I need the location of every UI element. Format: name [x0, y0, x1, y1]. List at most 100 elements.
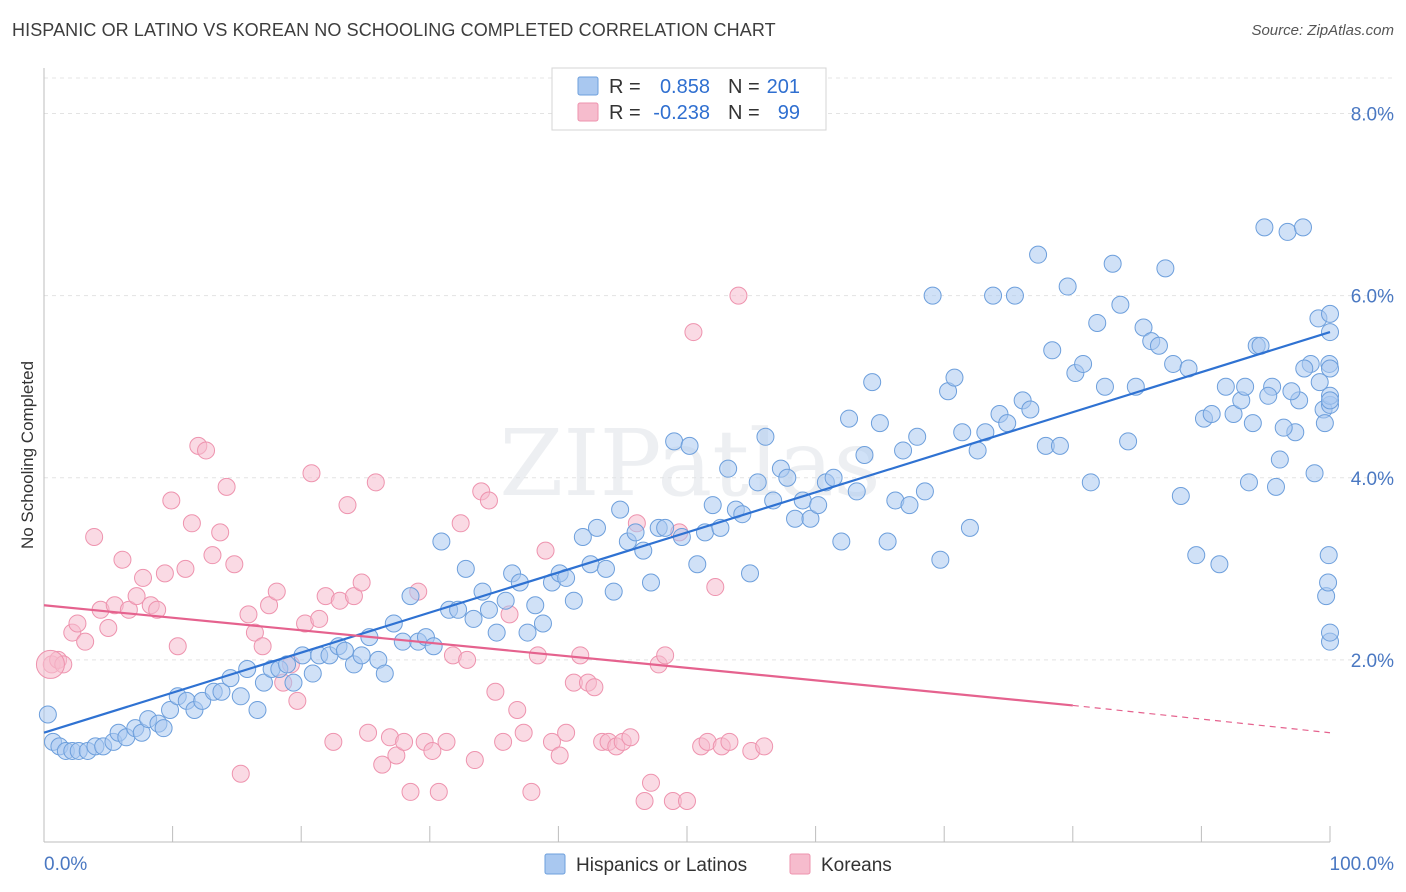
hispanic-point: [352, 646, 371, 665]
hispanic-point: [998, 414, 1017, 433]
korean-point: [706, 578, 725, 597]
y-tick-labels: 2.0% 4.0% 6.0% 8.0%: [1351, 105, 1394, 672]
korean-point: [451, 514, 470, 533]
hispanic-point: [1293, 218, 1312, 237]
hispanic-point: [1103, 254, 1122, 273]
x-ticks: [43, 826, 1331, 842]
hispanic-point: [1270, 450, 1289, 469]
x-tick-label-min: 0.0%: [44, 854, 87, 875]
hispanic-point: [161, 700, 180, 719]
korean-point: [508, 700, 527, 719]
korean-point: [231, 764, 250, 783]
korean-point: [148, 600, 167, 619]
hispanic-point: [878, 532, 897, 551]
hispanic-point: [1319, 573, 1338, 592]
hispanic-point: [809, 496, 828, 515]
hispanic-point: [900, 496, 919, 515]
korean-point: [395, 732, 414, 751]
hispanic-point: [863, 373, 882, 392]
korean-point: [458, 650, 477, 669]
hispanic-point: [533, 614, 552, 633]
hispanic-point: [424, 637, 443, 656]
korean-point: [437, 732, 456, 751]
hispanic-point: [526, 596, 545, 615]
korean-point: [514, 723, 533, 742]
korean-point: [239, 605, 258, 624]
korean-point: [127, 587, 146, 606]
hispanic-point: [894, 441, 913, 460]
bottom-legend-swatch-hispanic: [544, 853, 566, 875]
hispanic-point: [786, 509, 805, 528]
hispanic-point: [778, 468, 797, 487]
hispanic-point: [984, 286, 1003, 305]
hispanic-point: [1274, 418, 1293, 437]
hispanic-point: [564, 591, 583, 610]
legend-n-label-korean: N =: [728, 102, 760, 124]
hispanic-point: [1088, 313, 1107, 332]
korean-point: [465, 751, 484, 770]
hispanic-point: [1156, 259, 1175, 278]
hispanic-point: [231, 687, 250, 706]
korean-point: [678, 792, 696, 811]
korean-trend-extension: [1072, 704, 1331, 734]
hispanic-point: [908, 427, 927, 446]
korean-point: [324, 732, 343, 751]
korean-point: [85, 527, 104, 546]
korean-point: [211, 523, 230, 542]
hispanic-point: [1255, 218, 1274, 237]
hispanic-point: [855, 446, 874, 464]
hispanic-point: [756, 427, 775, 446]
korean-point: [536, 541, 555, 560]
hispanic-point: [1321, 623, 1339, 642]
hispanic-trend-line: [43, 331, 1331, 734]
legend-n-korean: 99: [778, 102, 800, 124]
korean-point: [401, 782, 420, 801]
hispanic-point: [596, 559, 615, 578]
hispanic-point: [1295, 359, 1314, 378]
hispanic-point: [335, 641, 354, 660]
hispanic-point: [1224, 405, 1243, 424]
hispanic-point: [1149, 336, 1168, 355]
hispanic-point: [840, 409, 859, 428]
hispanic-point: [976, 423, 995, 442]
legend-swatch-korean: [577, 102, 599, 122]
hispanic-point: [38, 705, 57, 724]
korean-point: [162, 491, 181, 510]
y-axis-label: No Schooling Completed: [18, 361, 37, 549]
hispanic-point: [1319, 546, 1338, 565]
korean-point: [68, 614, 87, 633]
korean-point: [557, 723, 576, 742]
korean-point: [429, 782, 448, 801]
hispanic-point: [1239, 473, 1258, 492]
hispanic-point: [1202, 405, 1221, 424]
hispanic-point: [1278, 222, 1297, 241]
korean-point: [621, 728, 640, 747]
korean-point: [720, 732, 739, 751]
hispanic-point: [212, 682, 231, 701]
y-tick-label: 6.0%: [1351, 287, 1394, 308]
korean-point: [344, 587, 363, 606]
korean-point: [225, 555, 244, 574]
korean-point: [366, 473, 385, 492]
hispanic-point: [1187, 546, 1206, 565]
hispanic-point: [923, 286, 942, 305]
korean-point: [99, 619, 118, 638]
korean-point: [245, 623, 264, 642]
hispanic-point: [432, 532, 451, 551]
korean-point: [76, 632, 95, 651]
hispanic-point: [154, 719, 173, 738]
hispanic-point: [1310, 373, 1329, 392]
korean-point: [550, 746, 569, 765]
korean-point: [197, 441, 216, 460]
korean-point: [352, 573, 371, 592]
hispanic-point: [518, 623, 537, 642]
korean-point: [755, 737, 774, 756]
korean-point: [387, 746, 406, 765]
korean-point: [494, 732, 513, 751]
hispanic-point: [641, 573, 660, 592]
bottom-legend-label-hispanic: Hispanics or Latinos: [576, 855, 747, 876]
hispanic-point: [254, 673, 273, 692]
korean-point: [641, 773, 660, 792]
hispanic-point: [401, 587, 420, 606]
